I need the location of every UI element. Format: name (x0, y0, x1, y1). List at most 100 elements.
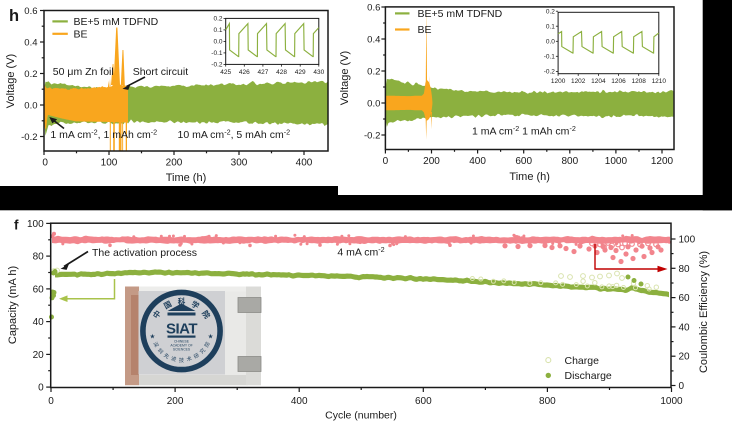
svg-text:深: 深 (151, 340, 161, 348)
svg-text:国: 国 (162, 298, 174, 311)
svg-text:0.2: 0.2 (367, 66, 380, 77)
svg-text:-0.1: -0.1 (544, 54, 556, 61)
svg-text:100: 100 (101, 158, 118, 169)
svg-text:-0.2: -0.2 (211, 62, 223, 69)
svg-text:20: 20 (679, 352, 691, 363)
svg-text:院: 院 (202, 340, 212, 349)
svg-text:f: f (14, 218, 19, 233)
svg-text:200: 200 (423, 156, 440, 167)
svg-text:10 mA cm-2, 5 mAh cm-2: 10 mA cm-2, 5 mAh cm-2 (178, 127, 291, 141)
svg-text:428: 428 (276, 69, 287, 76)
svg-text:Charge: Charge (565, 355, 600, 367)
svg-text:★: ★ (208, 332, 214, 340)
svg-text:0.2: 0.2 (24, 69, 37, 80)
svg-text:The activation process: The activation process (92, 247, 197, 259)
svg-text:究: 究 (198, 346, 207, 355)
svg-text:1206: 1206 (611, 78, 626, 85)
svg-text:200: 200 (166, 158, 183, 169)
svg-text:Cycle (number): Cycle (number) (325, 410, 397, 422)
svg-text:1204: 1204 (591, 78, 606, 85)
svg-text:0.1: 0.1 (546, 24, 555, 31)
svg-text:SCIENCES: SCIENCES (173, 347, 191, 351)
svg-text:Time (h): Time (h) (509, 171, 550, 183)
svg-text:800: 800 (561, 156, 578, 167)
svg-text:1 mA cm-2 1 mAh cm-2: 1 mA cm-2 1 mAh cm-2 (472, 124, 576, 138)
svg-text:0: 0 (679, 381, 685, 392)
svg-text:中: 中 (150, 308, 162, 320)
svg-text:1208: 1208 (631, 78, 646, 85)
svg-text:Voltage (V): Voltage (V) (5, 54, 17, 108)
svg-text:Time (h): Time (h) (166, 172, 207, 184)
svg-text:429: 429 (295, 69, 306, 76)
svg-text:1200: 1200 (651, 156, 674, 167)
svg-text:430: 430 (313, 69, 324, 76)
svg-text:400: 400 (469, 156, 486, 167)
svg-text:技: 技 (179, 356, 184, 364)
svg-text:600: 600 (515, 156, 532, 167)
svg-text:800: 800 (539, 396, 556, 407)
svg-text:Coulombic Efficiency (%): Coulombic Efficiency (%) (698, 251, 710, 373)
svg-text:1202: 1202 (571, 78, 586, 85)
svg-text:426: 426 (239, 69, 250, 76)
svg-text:先: 先 (162, 351, 171, 361)
svg-text:SIAT: SIAT (166, 321, 197, 338)
svg-text:BE: BE (74, 28, 88, 40)
svg-text:50 μm Zn foil: 50 μm Zn foil (53, 66, 114, 78)
svg-text:0.0: 0.0 (24, 100, 37, 111)
svg-text:400: 400 (296, 158, 313, 169)
svg-text:0.4: 0.4 (367, 34, 380, 45)
svg-text:BE+5 mM TDFND: BE+5 mM TDFND (418, 8, 503, 20)
svg-text:100: 100 (27, 219, 44, 230)
svg-text:0.0: 0.0 (367, 98, 380, 109)
svg-text:1000: 1000 (660, 396, 683, 407)
svg-text:-0.2: -0.2 (364, 130, 380, 141)
svg-text:Short circuit: Short circuit (133, 66, 189, 78)
svg-text:4 mA cm-2: 4 mA cm-2 (337, 245, 384, 259)
svg-text:科: 科 (178, 296, 186, 306)
svg-text:BE+5 mM TDFND: BE+5 mM TDFND (74, 16, 159, 28)
svg-text:60: 60 (679, 293, 691, 304)
svg-text:Voltage (V): Voltage (V) (339, 51, 351, 105)
svg-text:427: 427 (257, 69, 268, 76)
svg-text:40: 40 (679, 322, 691, 333)
svg-text:圳: 圳 (156, 346, 165, 355)
svg-text:400: 400 (291, 396, 308, 407)
svg-text:研: 研 (193, 352, 201, 361)
svg-text:-0.2: -0.2 (21, 132, 37, 143)
svg-text:术: 术 (186, 354, 193, 363)
svg-text:80: 80 (33, 252, 45, 263)
svg-text:1210: 1210 (652, 78, 667, 85)
svg-text:0: 0 (383, 156, 389, 167)
svg-text:0.4: 0.4 (24, 37, 37, 48)
svg-text:100: 100 (679, 235, 696, 246)
svg-text:20: 20 (33, 350, 45, 361)
svg-text:0.2: 0.2 (546, 9, 555, 16)
svg-text:CHINESE: CHINESE (174, 340, 190, 344)
svg-text:0.2: 0.2 (213, 16, 222, 23)
svg-text:Capacity (mA h): Capacity (mA h) (7, 266, 19, 344)
svg-text:60: 60 (33, 284, 45, 295)
svg-text:学: 学 (190, 298, 202, 311)
svg-text:425: 425 (220, 69, 231, 76)
svg-text:300: 300 (231, 158, 248, 169)
svg-text:0.1: 0.1 (213, 27, 222, 34)
svg-text:1 mA cm-2, 1 mAh cm-2: 1 mA cm-2, 1 mAh cm-2 (50, 127, 157, 141)
svg-text:h: h (9, 7, 19, 25)
svg-text:BE: BE (418, 24, 432, 36)
svg-text:ACADEMY OF: ACADEMY OF (170, 343, 192, 347)
svg-text:0: 0 (48, 396, 54, 407)
svg-text:Discharge: Discharge (565, 370, 612, 382)
svg-text:-0.2: -0.2 (544, 69, 556, 76)
svg-text:80: 80 (679, 264, 691, 275)
svg-text:★: ★ (149, 332, 155, 340)
svg-text:0: 0 (42, 158, 48, 169)
svg-text:进: 进 (170, 354, 177, 363)
svg-text:-0.1: -0.1 (211, 50, 223, 57)
svg-text:1000: 1000 (605, 156, 628, 167)
svg-text:0.0: 0.0 (546, 39, 555, 46)
svg-text:40: 40 (33, 317, 45, 328)
svg-text:0.6: 0.6 (24, 6, 37, 17)
svg-text:200: 200 (167, 396, 184, 407)
svg-text:600: 600 (415, 396, 432, 407)
svg-text:1200: 1200 (551, 78, 566, 85)
